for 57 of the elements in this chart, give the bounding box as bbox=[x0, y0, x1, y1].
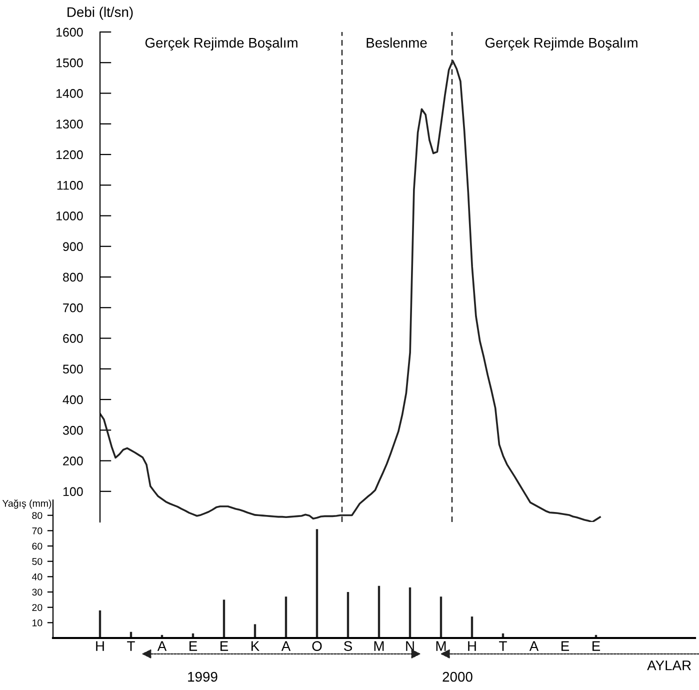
x-tick-label: E bbox=[190, 641, 198, 651]
x-axis-title: AYLAR bbox=[647, 660, 691, 670]
y-axis-title: Yağış (mm) bbox=[2, 500, 52, 509]
x-tick-label: O bbox=[312, 641, 322, 651]
y-tick-label: 300 bbox=[62, 426, 83, 435]
y-tick-label: 80 bbox=[32, 512, 42, 519]
annotation: Gerçek Rejimde Boşalım bbox=[145, 37, 298, 51]
bar bbox=[284, 596, 288, 638]
text: 1999 bbox=[188, 672, 218, 682]
y-tick-label: 1400 bbox=[56, 89, 83, 98]
x-tick-label: M bbox=[374, 641, 384, 651]
y-tick-label: 400 bbox=[62, 395, 83, 404]
annotation: Beslenme bbox=[366, 38, 427, 48]
y-tick-label: 900 bbox=[63, 242, 83, 252]
bar bbox=[378, 586, 380, 638]
y-tick-label: 20 bbox=[32, 604, 42, 611]
y-tick-label: 70 bbox=[32, 527, 42, 534]
y-tick-label: 1500 bbox=[56, 58, 83, 68]
x-tick-label: E bbox=[220, 641, 228, 651]
y-tick-label: 1600 bbox=[56, 28, 83, 37]
x-tick-label: N bbox=[406, 641, 414, 651]
y-tick-label: 50 bbox=[32, 558, 42, 565]
x-tick-label: K bbox=[252, 641, 260, 651]
y-tick-label: 600 bbox=[63, 334, 83, 343]
y-tick-label: 700 bbox=[63, 303, 83, 312]
x-tick-label: T bbox=[127, 641, 135, 651]
y-tick-label: 40 bbox=[32, 573, 42, 580]
x-tick-label: H bbox=[468, 641, 476, 651]
x-tick-label: E bbox=[562, 641, 570, 651]
y-tick-label: 1100 bbox=[57, 180, 83, 190]
bar bbox=[316, 529, 318, 638]
y-tick-label: 1200 bbox=[56, 150, 83, 160]
y-tick-label: 30 bbox=[32, 588, 42, 596]
x-tick-label: S bbox=[344, 641, 352, 651]
bar bbox=[440, 596, 442, 638]
annotation: Gerçek Rejimde Boşalım bbox=[485, 37, 638, 51]
text: 2000 bbox=[442, 672, 472, 682]
bar bbox=[346, 592, 350, 638]
line-series bbox=[100, 60, 601, 522]
y-tick-label: 200 bbox=[63, 456, 83, 466]
x-tick-label: E bbox=[592, 641, 600, 651]
x-tick-label: T bbox=[499, 641, 507, 651]
x-tick-label: A bbox=[529, 641, 539, 651]
y-tick-label: 1300 bbox=[56, 120, 83, 129]
y-tick-label: 800 bbox=[63, 272, 83, 282]
bar bbox=[408, 587, 412, 638]
bar bbox=[222, 600, 226, 638]
x-tick-label: M bbox=[436, 641, 446, 651]
y-tick-label: 1000 bbox=[56, 212, 83, 220]
x-tick-label: H bbox=[96, 641, 104, 651]
y-tick-label: 500 bbox=[62, 364, 83, 374]
x-tick-label: A bbox=[281, 641, 291, 651]
y-tick-label: 10 bbox=[32, 619, 42, 626]
y-tick-label: 100 bbox=[63, 487, 83, 496]
y-axis-title: Debi (lt/sn) bbox=[68, 6, 133, 20]
y-tick-label: 60 bbox=[32, 542, 42, 550]
x-tick-label: A bbox=[157, 641, 167, 651]
